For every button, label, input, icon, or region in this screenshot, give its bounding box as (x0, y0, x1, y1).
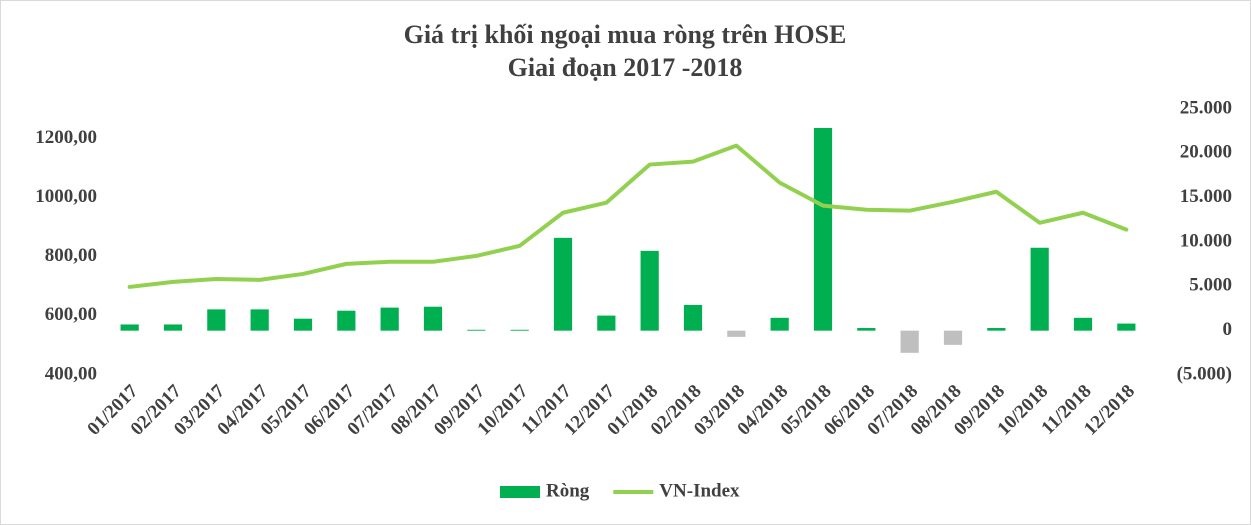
bar (337, 310, 356, 331)
bar (207, 309, 226, 331)
bar (943, 330, 963, 345)
bar (857, 328, 876, 331)
y2-tick-label: 25.000 (1180, 97, 1232, 118)
bar (163, 324, 183, 331)
bar (293, 318, 313, 331)
bar (250, 309, 269, 331)
bar (1117, 323, 1136, 331)
y-tick-label: 600,00 (45, 304, 97, 325)
bar (987, 328, 1006, 331)
bar (423, 306, 443, 331)
legend-label: Ròng (546, 480, 590, 501)
line (127, 143, 1129, 289)
bar (120, 324, 139, 331)
bar (640, 250, 659, 331)
chart-subtitle: Giai đoạn 2017 -2018 (508, 53, 743, 82)
y2-tick-label: 0 (1223, 319, 1233, 340)
bar (510, 329, 529, 331)
y-tick-label: 1200,00 (35, 127, 97, 148)
bar (770, 317, 789, 331)
bar (1073, 317, 1093, 331)
y2-tick-label: 10.000 (1180, 230, 1232, 251)
bar (813, 127, 833, 331)
chart-title: Giá trị khối ngoại mua ròng trên HOSE (404, 20, 847, 49)
y2-tick-label: 20.000 (1180, 142, 1232, 163)
bar (900, 330, 919, 353)
y-tick-label: 800,00 (45, 245, 97, 266)
y2-tick-label: 5.000 (1189, 275, 1232, 296)
bar (553, 237, 573, 331)
y-tick-label: 1000,00 (35, 186, 97, 207)
bar (380, 307, 399, 331)
bar (1030, 247, 1049, 331)
bar (683, 304, 703, 331)
y-tick-label: 400,00 (45, 363, 97, 384)
bar (467, 329, 486, 331)
y2-tick-label: 15.000 (1180, 186, 1232, 207)
bar (727, 330, 746, 337)
y2-tick-label: (5.000) (1177, 363, 1232, 384)
legend-label: VN-Index (659, 480, 740, 501)
legend-swatch (500, 486, 540, 498)
bar (597, 315, 616, 331)
